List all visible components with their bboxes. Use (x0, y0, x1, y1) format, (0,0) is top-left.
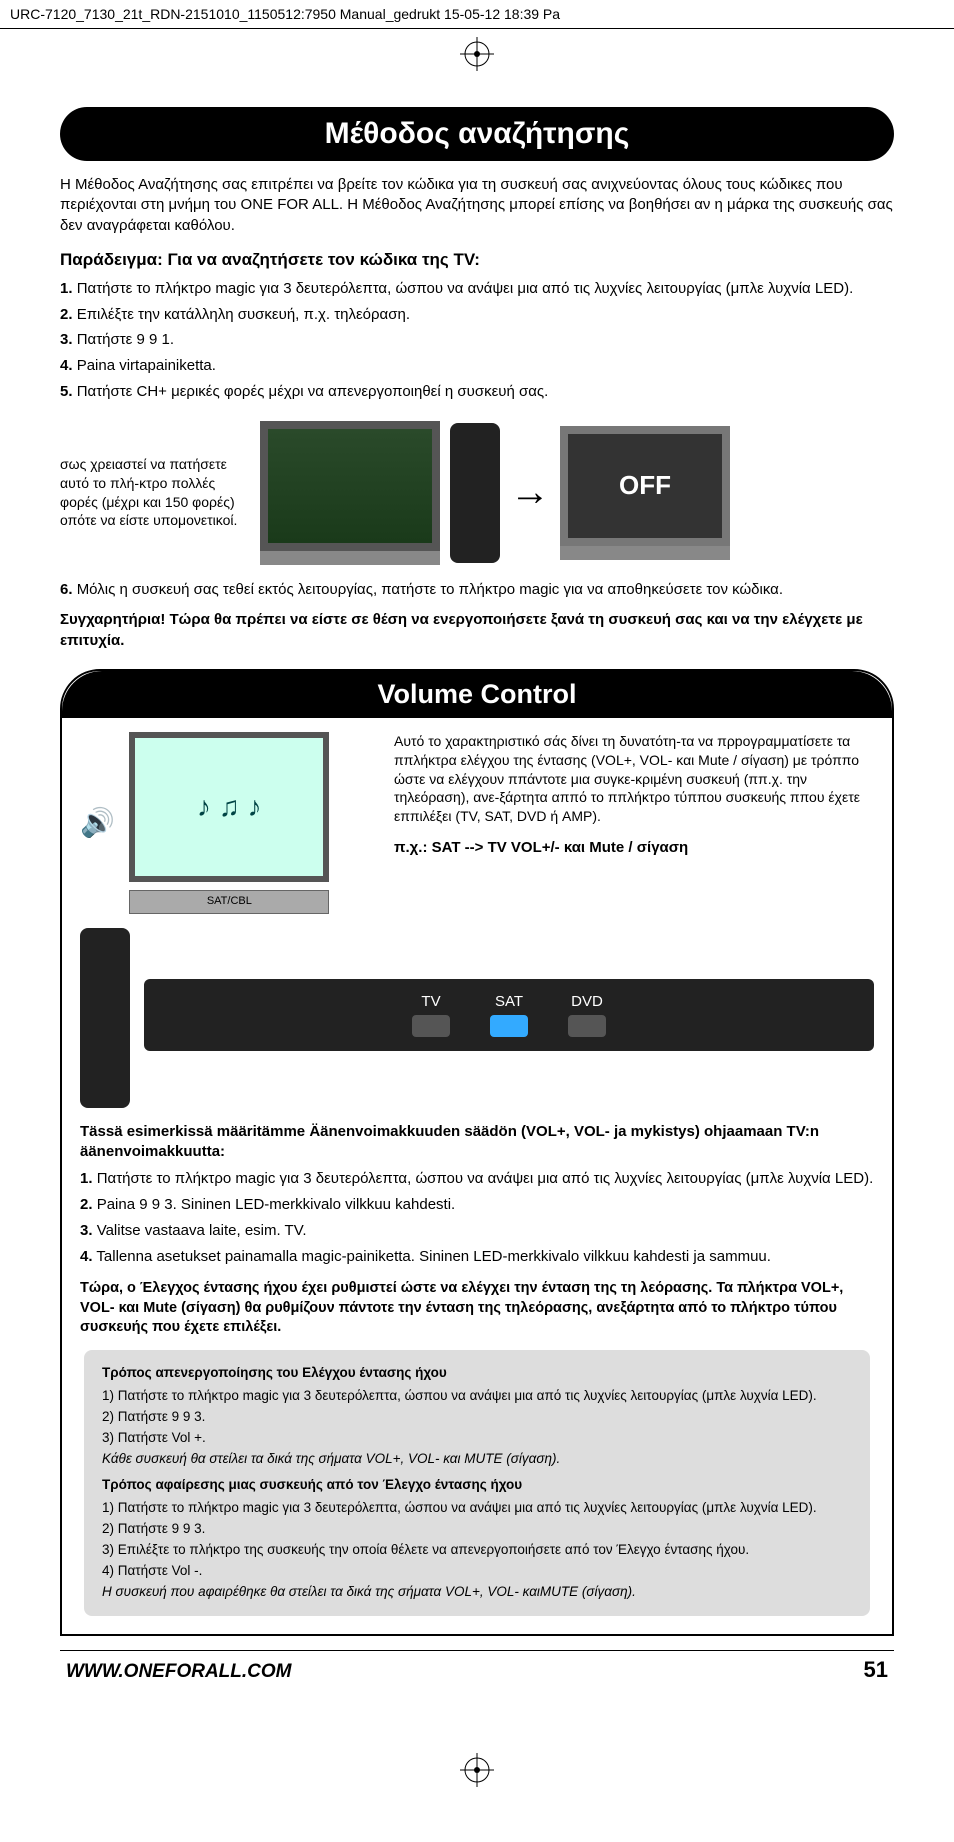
step-6-list: 6. Μόλις η συσκευή σας τεθεί εκτός λειτο… (60, 579, 894, 601)
header-path: URC-7120_7130_21t_RDN-2151010_1150512:79… (0, 0, 954, 29)
step-5: Πατήστε CH+ μερικές φορές μέχρι να απενε… (77, 383, 549, 400)
gray-info-box: Τρόπος απενεργοποίησης του Ελέγχου έντασ… (84, 1350, 870, 1616)
tv-music-image: ♪ ♫ ♪ (129, 732, 329, 882)
illust-note: σως χρειαστεί να πατήσετε αυτό το πλή-κτ… (60, 455, 250, 531)
registration-mark-bottom (0, 1753, 954, 1793)
step-4: Paina virtapainiketta. (77, 357, 216, 374)
search-method-header: Μέθοδος αναζήτησης (60, 107, 894, 161)
page-footer: WWW.ONEFORALL.COM 51 (60, 1650, 894, 1683)
volume-control-header: Volume Control (62, 671, 892, 718)
satcbl-box: SAT/CBL (129, 890, 329, 914)
volume-example: π.χ.: SAT --> TV VOL+/- και Mute / σίγασ… (394, 838, 874, 858)
gb-italic-1: Κάθε συσκευή θα στείλει τα δικά της σήμα… (102, 1450, 852, 1469)
remote-image (450, 423, 500, 563)
remote-dvd-btn: DVD (568, 993, 606, 1037)
tv-off-image: OFF (560, 426, 730, 546)
remote-sat-btn: SAT (490, 993, 528, 1037)
search-intro: Η Μέθοδος Αναζήτησης σας επιτρέπει να βρ… (60, 175, 894, 236)
step-6: Μόλις η συσκευή σας τεθεί εκτός λειτουργ… (77, 581, 783, 598)
vstep-3: Valitse vastaava laite, esim. TV. (97, 1222, 307, 1239)
congrats-text: Συγχαρητήρια! Τώρα θα πρέπει να είστε σε… (60, 610, 894, 651)
gb1-3: 3) Πατήστε Vol +. (102, 1429, 852, 1448)
graybox-title-1: Τρόπος απενεργοποίησης του Ελέγχου έντασ… (102, 1364, 852, 1383)
tv-on-image (260, 421, 440, 551)
step-3: Πατήστε 9 9 1. (77, 331, 174, 348)
arrow-icon: → (510, 470, 550, 515)
volume-steps: 1. Πατήστε το πλήκτρο magic για 3 δευτερ… (80, 1168, 874, 1267)
remote-tv-btn: TV (412, 993, 450, 1037)
gb-italic-2: Η συσκευή που aφαιρέθηκε θα στείλει τα δ… (102, 1583, 852, 1602)
vstep-4: Tallenna asetukset painamalla magic-pain… (96, 1248, 771, 1265)
graybox-title-2: Τρόπος αφαίρεσης μιας συσκευής από τον Έ… (102, 1476, 852, 1495)
gb2-3: 3) Επιλέξτε το πλήκτρο της συσκευής την … (102, 1541, 852, 1560)
remote-image-2 (80, 928, 130, 1108)
speaker-icon: 🔊 (80, 806, 115, 839)
step-1: Πατήστε το πλήκτρο magic για 3 δευτερόλε… (77, 280, 854, 297)
registration-mark-top (0, 37, 954, 77)
example-title: Παράδειγμα: Για να αναζητήσετε τον κώδικ… (60, 250, 894, 270)
vstep-2: Paina 9 9 3. Sininen LED-merkkivalo vilk… (97, 1196, 456, 1213)
gb2-2: 2) Πατήστε 9 9 3. (102, 1520, 852, 1539)
gb1-1: 1) Πατήστε το πλήκτρο magic για 3 δευτερ… (102, 1387, 852, 1406)
volume-intro: Αυτό το χαρακτηριστικό σάς δίνει τη δυνα… (394, 732, 874, 826)
step-2: Επιλέξτε την κατάλληλη συσκευή, π.χ. τηλ… (77, 306, 410, 323)
illustration-row: σως χρειαστεί να πατήσετε αυτό το πλή-κτ… (60, 421, 894, 565)
gb2-4: 4) Πατήστε Vol -. (102, 1562, 852, 1581)
volume-now-text: Τώρα, ο Έλεγχος έντασης ήχου έχει ρυθμισ… (80, 1279, 874, 1338)
volume-subhead: Tässä esimerkissä määritämme Äänenvoimak… (80, 1122, 874, 1163)
footer-url: WWW.ONEFORALL.COM (66, 1661, 292, 1683)
vstep-1: Πατήστε το πλήκτρο magic για 3 δευτερόλε… (97, 1170, 874, 1187)
remote-buttons-strip: TV SAT DVD (144, 979, 874, 1051)
volume-illustration: 🔊 ♪ ♫ ♪ SAT/CBL (80, 732, 380, 914)
page-number: 51 (864, 1657, 888, 1683)
gb1-2: 2) Πατήστε 9 9 3. (102, 1408, 852, 1427)
search-steps: 1. Πατήστε το πλήκτρο magic για 3 δευτερ… (60, 278, 894, 403)
gb2-1: 1) Πατήστε το πλήκτρο magic για 3 δευτερ… (102, 1499, 852, 1518)
